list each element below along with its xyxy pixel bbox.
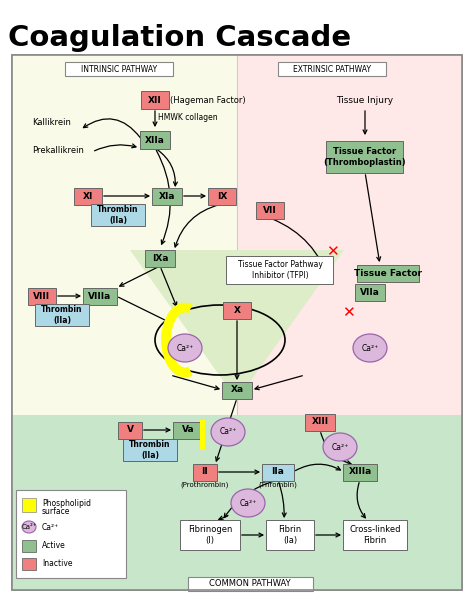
Text: Xa: Xa (230, 386, 244, 394)
FancyBboxPatch shape (355, 284, 385, 301)
Text: Va: Va (182, 426, 194, 435)
Text: Prekallikrein: Prekallikrein (32, 146, 84, 154)
FancyBboxPatch shape (262, 464, 294, 480)
Text: INTRINSIC PATHWAY: INTRINSIC PATHWAY (81, 65, 157, 74)
FancyBboxPatch shape (91, 204, 145, 226)
Text: Ca²⁺: Ca²⁺ (21, 524, 37, 530)
Text: V: V (127, 426, 134, 435)
FancyBboxPatch shape (180, 520, 240, 550)
Ellipse shape (22, 521, 36, 533)
Text: Inactive: Inactive (42, 560, 73, 568)
FancyBboxPatch shape (343, 520, 407, 550)
FancyBboxPatch shape (343, 464, 377, 480)
Text: XIII: XIII (311, 418, 328, 426)
FancyBboxPatch shape (208, 188, 236, 205)
Text: VIII: VIII (34, 292, 51, 301)
FancyBboxPatch shape (65, 62, 173, 76)
FancyBboxPatch shape (305, 413, 335, 430)
Ellipse shape (323, 433, 357, 461)
FancyBboxPatch shape (22, 540, 36, 552)
Polygon shape (130, 250, 344, 400)
Text: IXa: IXa (152, 253, 168, 263)
FancyBboxPatch shape (83, 287, 117, 304)
Text: XI: XI (83, 191, 93, 200)
Text: HMWK collagen: HMWK collagen (158, 113, 218, 122)
FancyBboxPatch shape (145, 250, 175, 266)
Ellipse shape (211, 418, 245, 446)
Ellipse shape (353, 334, 387, 362)
Text: (Prothrombin): (Prothrombin) (181, 482, 229, 488)
Text: Active: Active (42, 541, 66, 550)
Text: Tissue Factor Pathway
Inhibitor (TFPI): Tissue Factor Pathway Inhibitor (TFPI) (237, 260, 322, 280)
Text: XIIIa: XIIIa (348, 467, 372, 477)
Text: Tissue Injury: Tissue Injury (337, 95, 393, 105)
FancyBboxPatch shape (12, 55, 462, 590)
FancyBboxPatch shape (357, 264, 419, 282)
Text: Fibrinogen
(I): Fibrinogen (I) (188, 525, 232, 545)
Text: Coagulation Cascade: Coagulation Cascade (8, 24, 351, 52)
Text: EXTRINSIC PATHWAY: EXTRINSIC PATHWAY (293, 65, 371, 74)
Text: Kallikrein: Kallikrein (32, 117, 71, 127)
Text: Ca²⁺: Ca²⁺ (361, 344, 379, 352)
Text: ✕: ✕ (342, 306, 355, 320)
Text: Ca²⁺: Ca²⁺ (176, 344, 193, 352)
Text: XII: XII (148, 95, 162, 105)
Text: Ca²⁺: Ca²⁺ (42, 523, 59, 531)
Text: Tissue Factor
(Thromboplastin): Tissue Factor (Thromboplastin) (324, 148, 406, 167)
Text: Cross-linked
Fibrin: Cross-linked Fibrin (349, 525, 401, 545)
Text: (Thrombin): (Thrombin) (258, 482, 298, 488)
FancyBboxPatch shape (327, 141, 403, 173)
Text: Thrombin
(IIa): Thrombin (IIa) (97, 205, 139, 224)
FancyBboxPatch shape (266, 520, 314, 550)
Ellipse shape (231, 489, 265, 517)
Text: Thrombin
(IIa): Thrombin (IIa) (41, 305, 83, 325)
FancyBboxPatch shape (278, 62, 386, 76)
Text: Phospholipid: Phospholipid (42, 499, 91, 507)
Text: Ca²⁺: Ca²⁺ (239, 499, 256, 507)
Text: VII: VII (263, 205, 277, 215)
Text: IX: IX (217, 191, 227, 200)
FancyBboxPatch shape (200, 420, 205, 450)
Text: Tissue Factor: Tissue Factor (354, 269, 422, 277)
FancyBboxPatch shape (12, 55, 237, 590)
FancyBboxPatch shape (74, 188, 102, 205)
Text: IIa: IIa (272, 467, 284, 477)
Ellipse shape (168, 334, 202, 362)
Text: surface: surface (42, 507, 70, 515)
Text: VIIa: VIIa (360, 287, 380, 296)
FancyBboxPatch shape (118, 421, 142, 438)
FancyBboxPatch shape (123, 439, 177, 461)
FancyBboxPatch shape (222, 381, 252, 399)
Text: Thrombin
(IIa): Thrombin (IIa) (129, 440, 171, 459)
FancyBboxPatch shape (141, 91, 169, 109)
FancyBboxPatch shape (28, 287, 56, 304)
FancyBboxPatch shape (188, 577, 313, 591)
FancyBboxPatch shape (193, 464, 217, 480)
Text: Ca²⁺: Ca²⁺ (331, 443, 348, 451)
Text: Ca²⁺: Ca²⁺ (219, 427, 237, 437)
Text: VIIIa: VIIIa (88, 292, 111, 301)
Text: (Hageman Factor): (Hageman Factor) (170, 95, 246, 105)
FancyBboxPatch shape (22, 498, 36, 512)
FancyBboxPatch shape (140, 131, 170, 149)
FancyBboxPatch shape (35, 304, 89, 326)
FancyBboxPatch shape (16, 490, 126, 578)
Polygon shape (12, 415, 462, 590)
Text: II: II (201, 467, 209, 477)
FancyBboxPatch shape (223, 301, 251, 319)
Text: Fibrin
(Ia): Fibrin (Ia) (278, 525, 301, 545)
FancyBboxPatch shape (22, 558, 36, 570)
FancyBboxPatch shape (152, 188, 182, 205)
Text: ✕: ✕ (326, 245, 338, 260)
FancyBboxPatch shape (227, 256, 334, 284)
Text: XIa: XIa (159, 191, 175, 200)
FancyBboxPatch shape (256, 202, 284, 218)
FancyBboxPatch shape (237, 55, 462, 590)
Text: XIIa: XIIa (145, 135, 165, 145)
Text: X: X (234, 306, 240, 314)
FancyBboxPatch shape (173, 421, 203, 438)
Text: COMMON PATHWAY: COMMON PATHWAY (209, 579, 291, 589)
